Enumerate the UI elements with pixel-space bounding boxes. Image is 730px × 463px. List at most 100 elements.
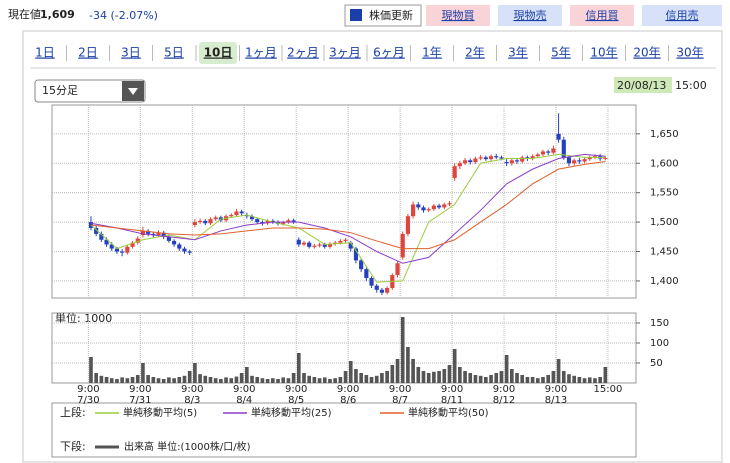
candle-body xyxy=(551,148,556,153)
candle-body xyxy=(379,289,385,293)
tab[interactable]: 1日 xyxy=(35,46,55,60)
volume-bar xyxy=(535,378,540,383)
tab[interactable]: 2年 xyxy=(465,46,485,60)
candle-body xyxy=(156,232,161,236)
tab[interactable]: 20年 xyxy=(633,46,660,60)
volume-bar xyxy=(437,371,441,383)
tab[interactable]: 2ヶ月 xyxy=(287,46,319,60)
x-tick-date: 8/12 xyxy=(493,395,515,406)
tab[interactable]: 30年 xyxy=(676,46,703,60)
volume-bar xyxy=(525,377,530,383)
volume-bar xyxy=(582,378,587,383)
volume-bar xyxy=(587,377,592,383)
candle-body xyxy=(582,159,587,162)
volume-bar xyxy=(452,349,457,383)
tab[interactable]: 5年 xyxy=(551,46,571,60)
volume-bar xyxy=(598,377,602,383)
candle-body xyxy=(312,245,317,247)
y-tick-label: 1,450 xyxy=(650,247,679,258)
volume-bar xyxy=(551,371,556,383)
candle-body xyxy=(239,211,244,214)
volume-bar xyxy=(328,379,332,383)
candle-body xyxy=(442,204,447,208)
y-tick-label: 150 xyxy=(650,318,669,329)
volume-bar xyxy=(104,377,109,383)
candle-body xyxy=(151,233,156,236)
volume-bar xyxy=(260,378,265,383)
volume-bar xyxy=(193,363,197,383)
volume-bar xyxy=(198,374,202,383)
volume-bar xyxy=(541,377,545,383)
volume-bar xyxy=(322,377,327,383)
volume-bar xyxy=(577,377,582,383)
tab[interactable]: 1ヶ月 xyxy=(245,46,277,60)
tab[interactable]: 10年 xyxy=(590,46,617,60)
candle-body xyxy=(327,243,333,247)
candle-body xyxy=(135,238,140,243)
volume-bar xyxy=(120,377,124,383)
volume-bar xyxy=(156,378,161,383)
price-change: -34 (-2.07%) xyxy=(89,9,158,22)
candle-body xyxy=(504,162,509,164)
candle-body xyxy=(452,166,457,178)
volume-bar xyxy=(478,375,483,383)
tab[interactable]: 10日 xyxy=(204,46,233,60)
volume-bar xyxy=(161,379,166,383)
interval-select-label[interactable]: 15分足 xyxy=(42,84,78,97)
candle-body xyxy=(198,220,203,223)
volume-bar xyxy=(484,377,488,383)
button-label[interactable]: 現物買 xyxy=(442,8,475,22)
tab[interactable]: 5日 xyxy=(164,46,184,60)
candle-body xyxy=(270,220,275,223)
volume-bar xyxy=(442,369,447,383)
button-label[interactable]: 信用売 xyxy=(666,9,699,22)
tab[interactable]: 3日 xyxy=(121,46,141,60)
volume-bar xyxy=(115,379,119,383)
y-tick-label: 100 xyxy=(650,338,669,349)
candle-body xyxy=(234,211,239,216)
tab[interactable]: 3ヶ月 xyxy=(329,46,361,60)
x-tick-label: 9:00 xyxy=(389,384,411,395)
interval-select[interactable] xyxy=(34,79,146,103)
volume-bar xyxy=(380,373,384,383)
y-tick-label: 1,550 xyxy=(650,188,679,199)
volume-bar xyxy=(406,347,410,383)
x-tick-date: 8/5 xyxy=(288,395,304,406)
tab[interactable]: 3年 xyxy=(508,46,528,60)
x-tick-label: 9:00 xyxy=(233,384,255,395)
tab[interactable]: 6ヶ月 xyxy=(373,46,405,60)
candle-body xyxy=(213,217,218,220)
select-arrow xyxy=(128,88,138,95)
button[interactable] xyxy=(642,5,722,26)
candle-body xyxy=(161,232,166,237)
tab[interactable]: 1年 xyxy=(422,46,442,60)
button-label[interactable]: 信用買 xyxy=(586,9,619,22)
volume-bar xyxy=(94,373,98,383)
volume-bar xyxy=(291,373,296,383)
button[interactable] xyxy=(570,5,634,26)
volume-bar xyxy=(146,375,150,383)
button[interactable] xyxy=(498,5,562,26)
volume-bar xyxy=(421,371,426,383)
candle-body xyxy=(229,215,234,217)
volume-bar xyxy=(109,378,114,383)
volume-bar xyxy=(172,378,176,383)
candle-body xyxy=(104,239,109,245)
button-label[interactable]: 株価更新 xyxy=(369,8,413,22)
volume-bar xyxy=(187,371,192,383)
x-tick-date: 8/11 xyxy=(441,395,463,406)
volume-bar xyxy=(208,377,213,383)
candle-body xyxy=(468,160,473,163)
volume-bar xyxy=(125,378,130,383)
candle-body xyxy=(483,157,488,160)
volume-bar xyxy=(213,378,218,383)
button[interactable] xyxy=(426,5,490,26)
tab[interactable]: 2日 xyxy=(78,46,98,60)
candle-body xyxy=(374,285,379,290)
volume-bar xyxy=(250,375,254,383)
volume-bar xyxy=(182,375,187,383)
button-label[interactable]: 現物売 xyxy=(514,8,547,22)
candle-body xyxy=(208,219,213,224)
button[interactable] xyxy=(344,4,422,27)
candle-body xyxy=(499,157,504,159)
